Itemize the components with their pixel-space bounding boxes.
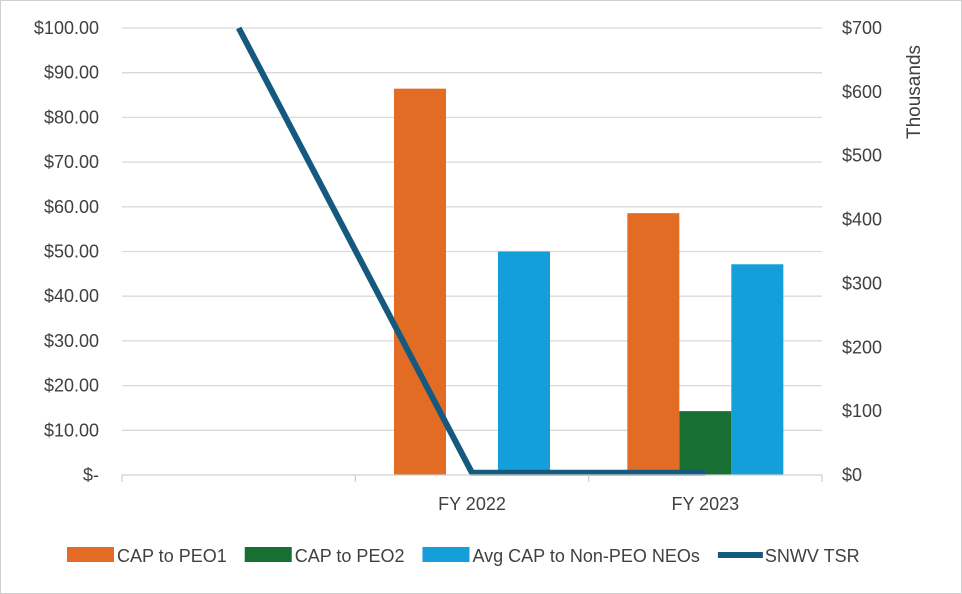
right-axis-tick-labels: $0 $100 $200 $300 $400 $500 $600 $700: [842, 18, 882, 485]
right-tick-label: $200: [842, 337, 882, 357]
category-label: FY 2023: [671, 494, 739, 514]
legend-label: CAP to PEO2: [295, 546, 405, 566]
left-tick-label: $90.00: [44, 63, 99, 83]
right-tick-label: $400: [842, 210, 882, 230]
left-tick-label: $100.00: [34, 18, 99, 38]
bar: [679, 411, 732, 475]
bar: [498, 251, 550, 475]
right-tick-label: $500: [842, 146, 882, 166]
left-tick-label: $30.00: [44, 331, 99, 351]
legend-swatch: [67, 547, 114, 562]
left-tick-label: $10.00: [44, 420, 99, 440]
left-tick-label: $70.00: [44, 152, 99, 172]
bar-series: [394, 88, 784, 476]
legend-swatch: [422, 547, 470, 562]
left-axis-tick-labels: $- $10.00 $20.00 $30.00 $40.00 $50.00 $60.00 $7…: [34, 18, 99, 485]
right-tick-label: $100: [842, 401, 882, 421]
axes: [121, 474, 823, 482]
right-tick-label: $0: [842, 465, 862, 485]
left-tick-label: $80.00: [44, 107, 99, 127]
left-tick-label: $20.00: [44, 376, 99, 396]
category-label: FY 2022: [438, 494, 506, 514]
line-series: [236, 26, 706, 476]
line-series-path: [236, 26, 706, 476]
left-tick-label: $50.00: [44, 242, 99, 262]
right-tick-label: $600: [842, 82, 882, 102]
legend-label: CAP to PEO1: [117, 546, 227, 566]
legend-label: Avg CAP to Non-PEO NEOs: [472, 546, 699, 566]
bar: [394, 88, 446, 476]
right-axis-unit-label: Thousands: [904, 45, 925, 139]
bar: [731, 264, 784, 475]
right-tick-label: $700: [842, 18, 882, 38]
legend: CAP to PEO1 CAP to PEO2 Avg CAP to Non-PEO…: [67, 546, 860, 566]
gridlines: [122, 27, 822, 431]
legend-swatch: [244, 547, 292, 562]
category-labels: FY 2022 FY 2023: [438, 494, 739, 514]
left-tick-label: $40.00: [44, 286, 99, 306]
bar: [627, 213, 680, 475]
right-tick-label: $300: [842, 273, 882, 293]
left-tick-label: $-: [83, 465, 99, 485]
left-tick-label: $60.00: [44, 197, 99, 217]
legend-label: SNWV TSR: [765, 546, 860, 566]
